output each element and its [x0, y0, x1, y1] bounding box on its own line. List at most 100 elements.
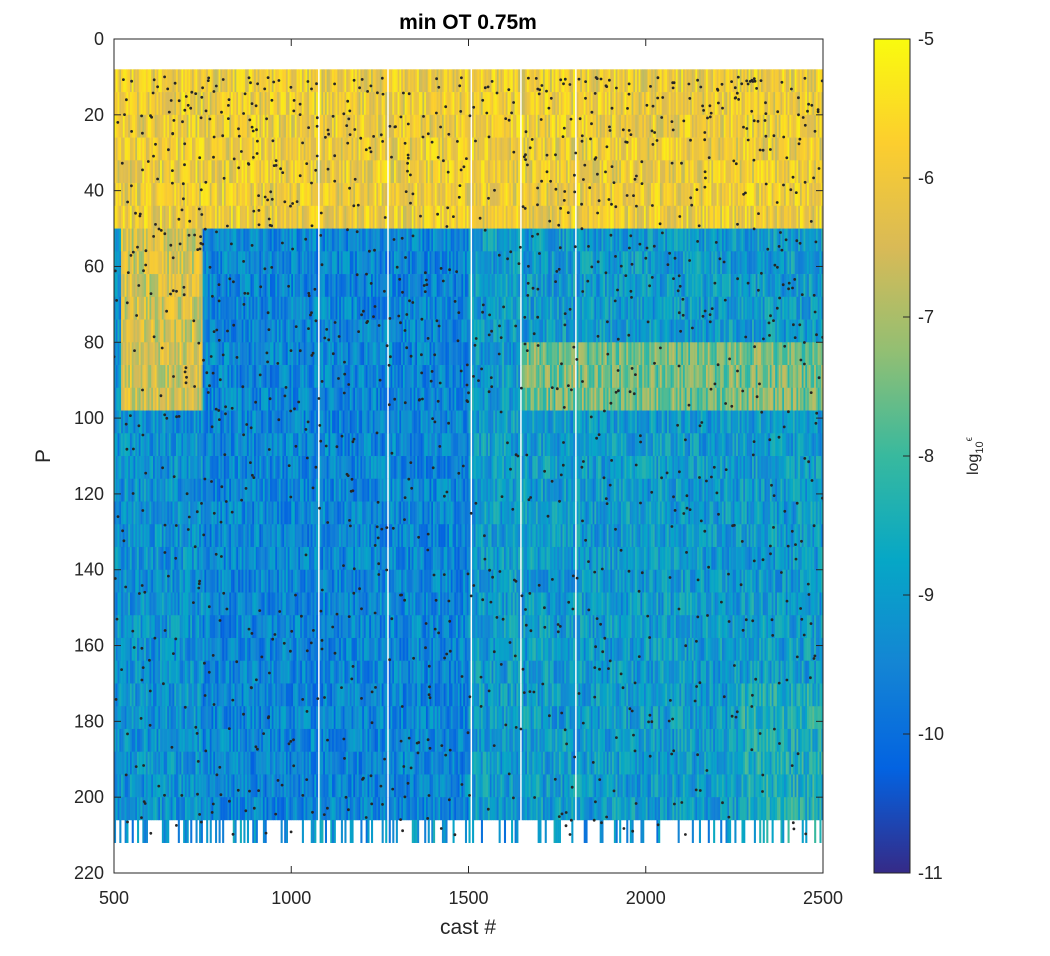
heatmap-cell	[280, 387, 283, 411]
heatmap-cell	[332, 637, 335, 662]
heatmap-cell	[371, 456, 374, 480]
heatmap-cell	[239, 569, 242, 593]
heatmap-cell	[243, 615, 246, 639]
heatmap-cell	[344, 92, 347, 116]
heatmap-cell	[222, 205, 225, 229]
heatmap-cell	[227, 774, 230, 798]
heatmap-cell	[340, 615, 343, 639]
heatmap-cell	[195, 114, 198, 138]
heatmap-cell	[115, 706, 118, 730]
heatmap-cell	[291, 569, 294, 593]
heatmap-cell	[149, 319, 152, 343]
heatmap-cell	[355, 683, 358, 707]
heatmap-cell	[280, 524, 283, 548]
heatmap-cell	[300, 774, 303, 798]
heatmap-cell	[115, 501, 118, 525]
heatmap-cell	[349, 615, 352, 639]
heatmap-cell	[156, 728, 159, 752]
heatmap-cell	[365, 592, 368, 616]
heatmap-cell	[137, 660, 140, 684]
heatmap-cell	[252, 592, 255, 616]
heatmap-cell	[211, 797, 214, 821]
heatmap-cell	[238, 274, 241, 298]
heatmap-cell	[310, 683, 313, 707]
heatmap-cell	[209, 546, 212, 571]
heatmap-cell	[207, 160, 211, 184]
heatmap-cell	[238, 205, 241, 229]
heatmap-cell	[202, 160, 205, 184]
heatmap-cell	[339, 228, 342, 252]
heatmap-cell	[349, 456, 352, 480]
heatmap-cell	[239, 228, 242, 252]
heatmap-cell	[250, 615, 253, 639]
heatmap-cell	[339, 160, 342, 184]
heatmap-cell	[170, 660, 173, 684]
heatmap-cell	[308, 274, 312, 298]
heatmap-cell	[300, 69, 303, 93]
heatmap-cell	[303, 274, 306, 298]
heatmap-cell	[128, 433, 131, 457]
heatmap-cell	[278, 478, 281, 502]
heatmap-cell	[259, 774, 262, 798]
heatmap-cell	[197, 433, 200, 457]
heatmap-cell	[206, 92, 209, 116]
heatmap-cell	[301, 774, 304, 798]
heatmap-cell	[323, 183, 326, 207]
heatmap-cell	[234, 569, 237, 593]
heatmap-cell	[344, 205, 347, 229]
heatmap-cell	[369, 296, 372, 320]
heatmap-cell	[223, 660, 226, 684]
heatmap-cell	[117, 160, 120, 184]
heatmap-cell	[176, 183, 179, 207]
heatmap-cell	[262, 205, 265, 229]
heatmap-cell	[363, 501, 366, 525]
heatmap-cell	[230, 365, 234, 389]
heatmap-cell	[131, 319, 134, 343]
heatmap-cell	[174, 501, 177, 525]
heatmap-cell	[153, 319, 156, 343]
heatmap-cell	[248, 706, 251, 730]
heatmap-cell	[347, 92, 351, 116]
heatmap-cell	[328, 274, 331, 298]
heatmap-cell	[269, 546, 273, 571]
heatmap-cell	[349, 92, 352, 116]
heatmap-cell	[378, 478, 381, 502]
heatmap-cell	[298, 478, 301, 502]
heatmap-cell	[333, 160, 336, 184]
heatmap-cell	[323, 660, 326, 684]
heatmap-cell	[199, 92, 202, 116]
heatmap-cell	[255, 546, 258, 571]
heatmap-cell	[119, 296, 122, 320]
heatmap-cell	[239, 342, 242, 366]
heatmap-cell	[287, 114, 290, 138]
heatmap-cell	[204, 342, 207, 366]
heatmap-cell	[330, 251, 333, 275]
heatmap-cell	[161, 524, 164, 548]
heatmap-cell	[356, 524, 359, 548]
heatmap-cell	[160, 683, 163, 707]
heatmap-cell	[206, 637, 209, 662]
heatmap-cell	[236, 183, 239, 207]
heatmap-cell	[177, 92, 180, 116]
heatmap-cell	[376, 114, 379, 138]
heatmap-cell	[222, 228, 225, 252]
heatmap-cell	[349, 706, 352, 730]
heatmap-cell	[332, 501, 335, 525]
heatmap-cell	[330, 342, 333, 366]
heatmap-cell	[230, 546, 234, 571]
heatmap-cell	[367, 365, 370, 389]
heatmap-cell	[167, 387, 170, 411]
heatmap-cell	[200, 251, 203, 275]
heatmap-cell	[243, 456, 246, 480]
heatmap-cell	[294, 137, 297, 161]
heatmap-cell	[128, 114, 131, 138]
heatmap-cell	[209, 592, 212, 616]
heatmap-cell	[245, 569, 248, 593]
heatmap-cell	[135, 205, 138, 229]
heatmap-cell	[197, 137, 200, 161]
heatmap-cell	[358, 137, 361, 161]
heatmap-cell	[264, 774, 267, 798]
heatmap-cell	[167, 751, 170, 775]
heatmap-cell	[333, 615, 336, 639]
heatmap-cell	[275, 706, 278, 730]
